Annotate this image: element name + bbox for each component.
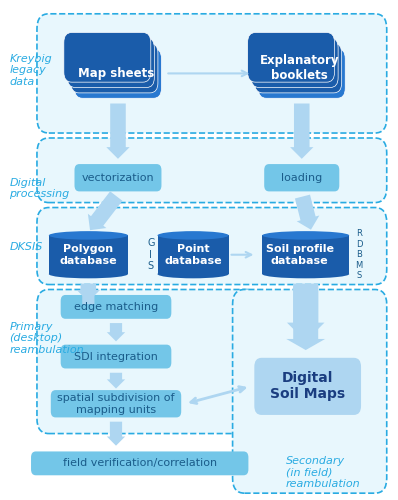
FancyBboxPatch shape [64,32,151,82]
FancyBboxPatch shape [60,344,171,368]
FancyBboxPatch shape [74,164,162,192]
Text: SDI integration: SDI integration [74,352,158,362]
FancyBboxPatch shape [71,43,158,93]
FancyBboxPatch shape [254,358,361,415]
Text: loading: loading [281,172,322,182]
Text: Secondary
(in field)
reambulation: Secondary (in field) reambulation [286,456,361,489]
Text: Polygon
database: Polygon database [60,244,117,266]
FancyBboxPatch shape [251,38,338,88]
Text: field verification/correlation: field verification/correlation [62,458,217,468]
FancyBboxPatch shape [74,48,162,98]
FancyBboxPatch shape [31,452,248,475]
FancyBboxPatch shape [37,14,387,133]
Text: Primary
(desktop)
reambulation: Primary (desktop) reambulation [9,322,84,355]
FancyBboxPatch shape [262,236,349,274]
FancyBboxPatch shape [248,32,335,82]
Ellipse shape [262,231,349,239]
FancyBboxPatch shape [37,290,258,434]
FancyBboxPatch shape [258,48,345,98]
FancyBboxPatch shape [37,208,387,284]
FancyBboxPatch shape [158,236,228,274]
Text: G
I
S: G I S [147,238,154,272]
Text: Point
database: Point database [164,244,222,266]
Text: Soil profile
database: Soil profile database [266,244,334,266]
Ellipse shape [158,270,228,278]
Ellipse shape [49,270,128,278]
Text: spatial subdivision of
mapping units: spatial subdivision of mapping units [57,393,175,414]
Text: edge matching: edge matching [74,302,158,312]
Ellipse shape [158,231,228,239]
FancyBboxPatch shape [67,38,154,88]
Ellipse shape [49,231,128,239]
FancyBboxPatch shape [60,295,171,319]
Text: DKSIS: DKSIS [9,242,43,252]
Text: Digital
Soil Maps: Digital Soil Maps [270,372,345,402]
Text: Map sheets: Map sheets [78,67,154,80]
Text: Digital
processing: Digital processing [9,178,70,200]
FancyBboxPatch shape [37,138,387,202]
FancyBboxPatch shape [232,290,387,493]
Text: Explanatory
booklets: Explanatory booklets [260,54,339,82]
Ellipse shape [262,270,349,278]
FancyBboxPatch shape [49,236,128,274]
Text: R
D
B
M
S: R D B M S [355,230,363,280]
Text: vectorization: vectorization [82,172,154,182]
FancyBboxPatch shape [255,43,341,93]
FancyBboxPatch shape [51,390,181,417]
Text: Kreybig
legacy
data: Kreybig legacy data [9,54,52,86]
FancyBboxPatch shape [264,164,339,192]
